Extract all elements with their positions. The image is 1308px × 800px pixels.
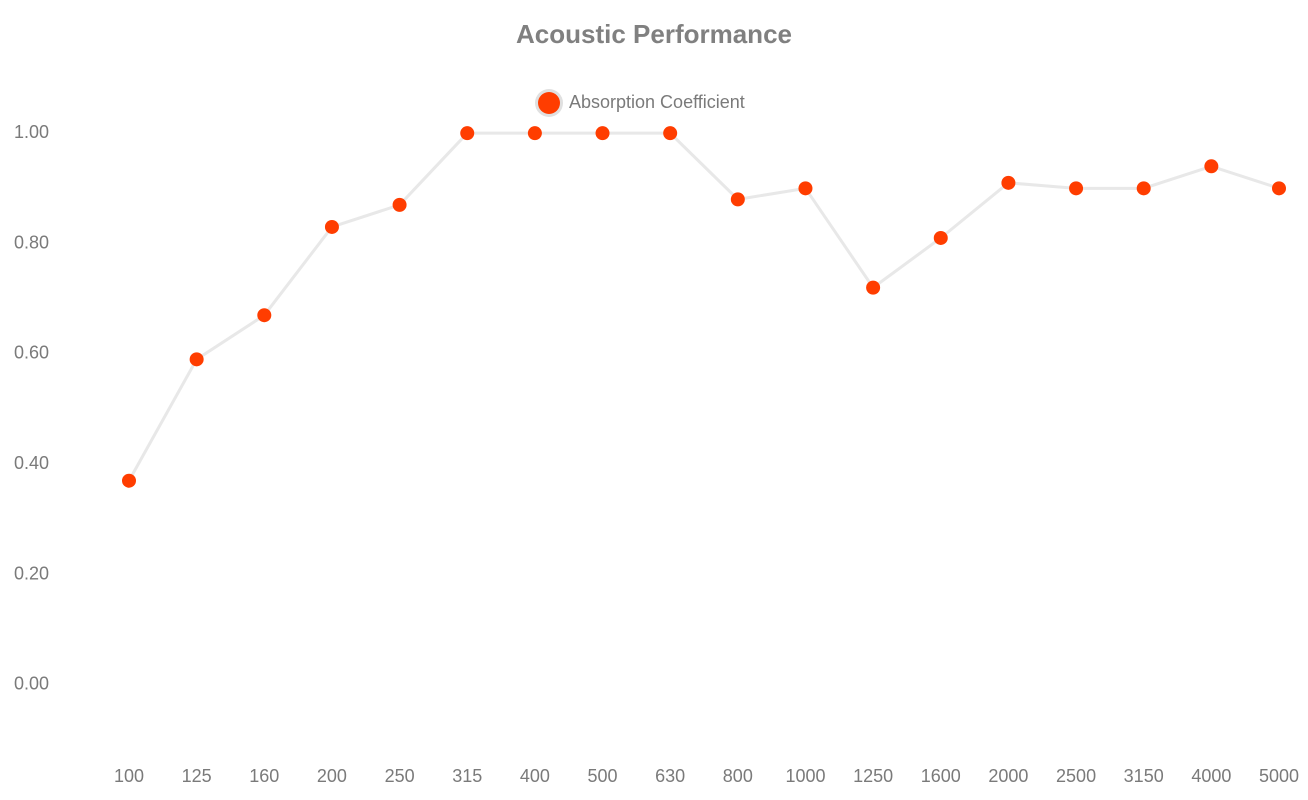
data-point bbox=[1001, 175, 1016, 190]
x-tick-label: 4000 bbox=[1191, 766, 1231, 786]
data-point bbox=[1136, 181, 1151, 196]
chart-title: Acoustic Performance bbox=[516, 19, 792, 49]
y-tick-label: 0.40 bbox=[14, 453, 49, 473]
x-tick-label: 315 bbox=[452, 766, 482, 786]
x-tick-label: 5000 bbox=[1259, 766, 1299, 786]
data-point bbox=[730, 192, 745, 207]
data-point bbox=[1272, 181, 1286, 196]
x-tick-label: 250 bbox=[385, 766, 415, 786]
data-point bbox=[189, 352, 204, 367]
x-tick-label: 2000 bbox=[988, 766, 1028, 786]
x-tick-label: 160 bbox=[249, 766, 279, 786]
y-tick-label: 0.80 bbox=[14, 232, 49, 252]
legend-label: Absorption Coefficient bbox=[569, 92, 745, 112]
x-tick-label: 2500 bbox=[1056, 766, 1096, 786]
data-point bbox=[663, 126, 678, 141]
data-point bbox=[324, 219, 339, 234]
data-point bbox=[527, 126, 542, 141]
data-point bbox=[122, 473, 136, 488]
x-tick-label: 100 bbox=[114, 766, 144, 786]
y-tick-label: 0.00 bbox=[14, 674, 49, 694]
data-point bbox=[866, 280, 881, 295]
series-line bbox=[127, 131, 1280, 482]
x-tick-label: 125 bbox=[182, 766, 212, 786]
x-tick-label: 1000 bbox=[785, 766, 825, 786]
data-point bbox=[1204, 159, 1219, 174]
y-tick-label: 0.60 bbox=[14, 343, 49, 363]
x-tick-label: 1250 bbox=[853, 766, 893, 786]
x-tick-label: 200 bbox=[317, 766, 347, 786]
x-tick-label: 400 bbox=[520, 766, 550, 786]
x-tick-label: 630 bbox=[655, 766, 685, 786]
data-point bbox=[798, 181, 813, 196]
data-point bbox=[460, 126, 475, 141]
data-point bbox=[595, 126, 610, 141]
x-tick-label: 3150 bbox=[1124, 766, 1164, 786]
data-point bbox=[392, 197, 407, 212]
x-tick-label: 1600 bbox=[921, 766, 961, 786]
data-point bbox=[257, 308, 272, 323]
y-tick-label: 0.20 bbox=[14, 563, 49, 583]
x-tick-label: 800 bbox=[723, 766, 753, 786]
x-tick-label: 500 bbox=[588, 766, 618, 786]
data-point bbox=[933, 230, 948, 245]
legend-marker bbox=[538, 92, 560, 114]
data-point bbox=[1069, 181, 1084, 196]
y-tick-label: 1.00 bbox=[14, 122, 49, 142]
